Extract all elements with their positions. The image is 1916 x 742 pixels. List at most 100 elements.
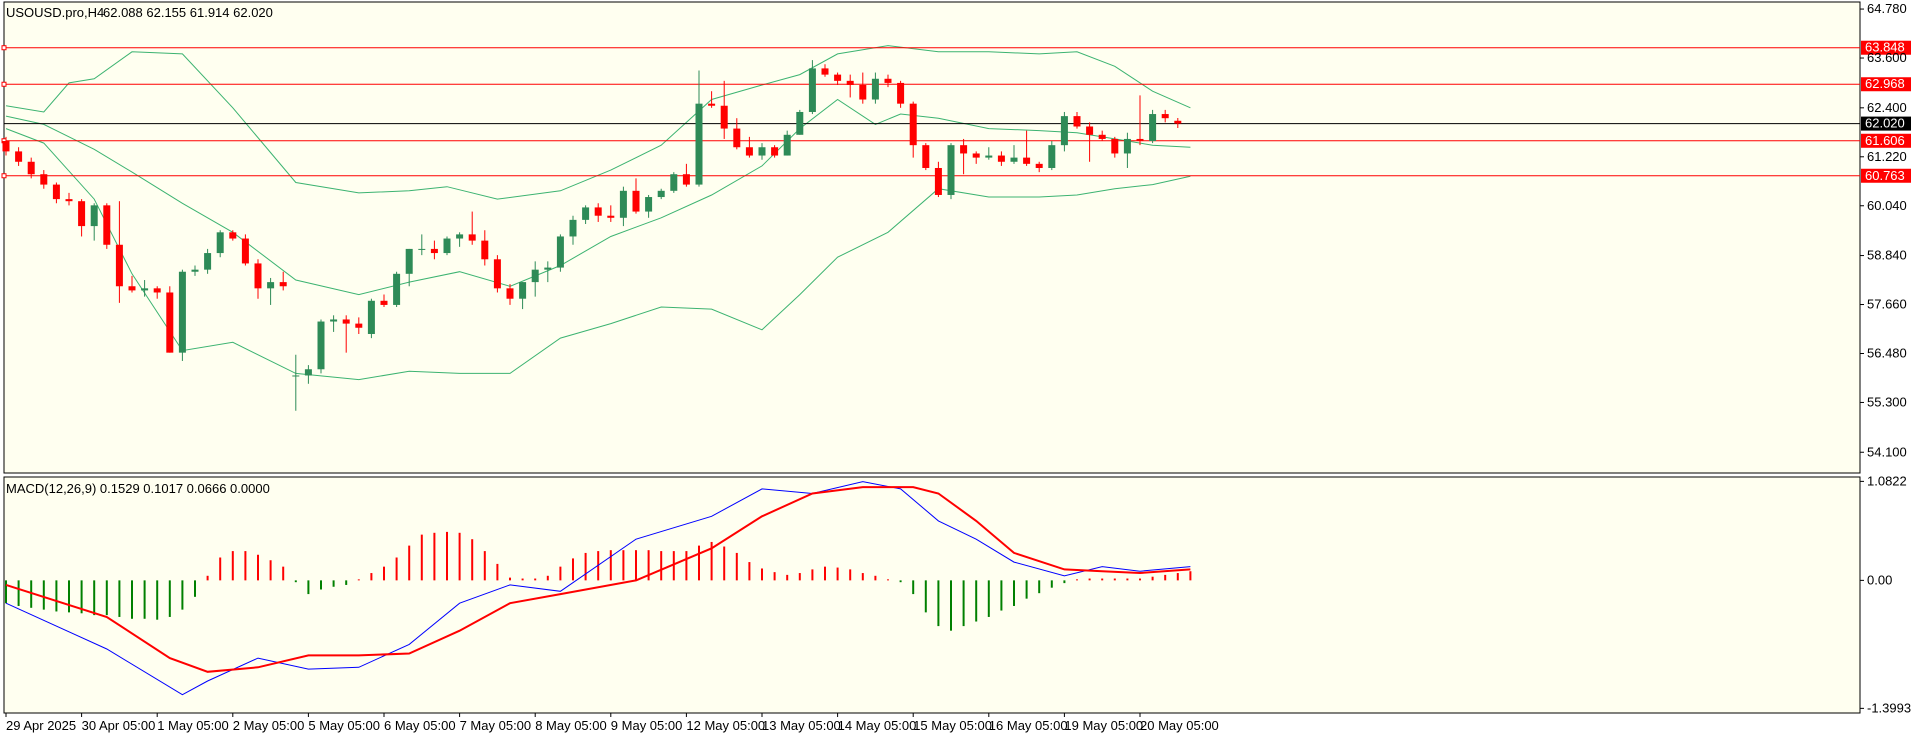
candle-body — [884, 78, 892, 83]
candle-body — [468, 234, 476, 241]
symbol-info: USOUSD.pro,H4 — [6, 5, 104, 20]
candle-body — [90, 205, 98, 227]
candle-body — [758, 147, 766, 156]
candle-body — [456, 234, 464, 239]
candle-body — [1023, 157, 1031, 164]
price-axis-label: 54.100 — [1867, 444, 1907, 459]
candle-body — [229, 232, 237, 239]
ohlc-values: 62.088 62.155 61.914 62.020 — [103, 5, 273, 20]
candle-body — [1060, 116, 1068, 146]
candle-body — [103, 205, 111, 245]
macd-axis-label: -1.3993 — [1867, 700, 1911, 715]
candle-body — [304, 369, 312, 376]
candle-body — [607, 215, 615, 218]
candle-body — [481, 240, 489, 260]
price-level-handle — [1, 81, 7, 87]
horizontal-levels[interactable]: 63.848 62.968 61.606 60.763 62.020 — [1, 40, 1911, 183]
candle-body — [128, 286, 136, 291]
candle-body — [657, 190, 665, 198]
macd-axis-label: 0.00 — [1867, 572, 1892, 587]
candle-body — [582, 207, 590, 220]
candle-body — [1111, 138, 1119, 154]
candle-body — [254, 263, 262, 289]
price-axis-label: 57.660 — [1867, 297, 1907, 312]
candle-body — [166, 292, 174, 353]
price-level-tag — [1861, 133, 1911, 148]
candle-body — [670, 174, 678, 191]
candle-body — [292, 375, 300, 377]
candle-body — [204, 253, 212, 270]
candle-body — [682, 174, 690, 185]
candle-body — [821, 68, 829, 75]
candle-body — [632, 190, 640, 212]
candle-body — [745, 147, 753, 156]
candle-body — [1035, 163, 1043, 168]
candle-body — [1048, 145, 1056, 168]
candle-body — [178, 271, 186, 353]
candle-body — [960, 145, 968, 154]
candle-body — [367, 300, 375, 334]
candle-body — [153, 288, 161, 293]
candle-body — [771, 147, 779, 156]
candle-body — [997, 155, 1005, 162]
candle-body — [380, 300, 388, 305]
candle-body — [342, 319, 350, 324]
candle-body — [695, 103, 703, 185]
time-axis-label: 13 May 05:00 — [762, 718, 841, 733]
candle-body — [317, 321, 325, 370]
price-axis-label: 61.220 — [1867, 149, 1907, 164]
candle-body — [405, 248, 413, 274]
candle-body — [859, 84, 867, 100]
candle-body — [279, 282, 287, 287]
candle-body — [708, 103, 716, 106]
candle-body — [241, 238, 249, 264]
candle-body — [1161, 114, 1169, 119]
candle-body — [846, 80, 854, 85]
candle-body — [808, 68, 816, 112]
price-axis-label: 63.600 — [1867, 50, 1907, 65]
candle-body — [619, 190, 627, 218]
bollinger-lower-band — [5, 128, 1191, 381]
price-level-handle — [1, 173, 7, 179]
candle-body — [594, 207, 602, 216]
candle-body — [78, 201, 86, 227]
candle-body — [2, 141, 10, 152]
candle-body — [834, 74, 842, 81]
price-level-tag — [1861, 168, 1911, 183]
candle-body — [191, 269, 199, 272]
time-axis-label: 29 Apr 2025 — [6, 718, 76, 733]
candle-body — [934, 167, 942, 195]
candle-body — [216, 232, 224, 254]
time-axis-label: 15 May 05:00 — [913, 718, 992, 733]
candle-body — [443, 238, 451, 254]
price-axis-label: 56.480 — [1867, 345, 1907, 360]
candle-body — [544, 267, 552, 270]
candle-body — [1174, 120, 1182, 124]
candle-body — [645, 197, 653, 212]
time-axis-label: 7 May 05:00 — [460, 718, 532, 733]
current-price-value: 62.020 — [1865, 116, 1905, 131]
candle-body — [1010, 157, 1018, 162]
time-axis-label: 12 May 05:00 — [686, 718, 765, 733]
bollinger-bands — [5, 45, 1191, 381]
candle-body — [493, 259, 501, 289]
macd-axis-label: 1.0822 — [1867, 473, 1907, 488]
candle-body — [531, 269, 539, 283]
candle-body — [519, 282, 527, 299]
candle-body — [897, 82, 905, 104]
candle-body — [141, 288, 149, 291]
price-level-value: 63.848 — [1865, 40, 1905, 55]
candle-body — [1086, 126, 1094, 135]
candle-body — [909, 103, 917, 146]
candle-body — [783, 134, 791, 156]
main-panel-background — [3, 1, 1861, 474]
time-axis-label: 16 May 05:00 — [989, 718, 1068, 733]
candle-body — [796, 111, 804, 135]
candle-body — [733, 128, 741, 148]
candle-body — [1073, 116, 1081, 127]
candle-body — [1098, 134, 1106, 139]
candle-body — [1136, 138, 1144, 142]
time-axis-label: 6 May 05:00 — [384, 718, 456, 733]
